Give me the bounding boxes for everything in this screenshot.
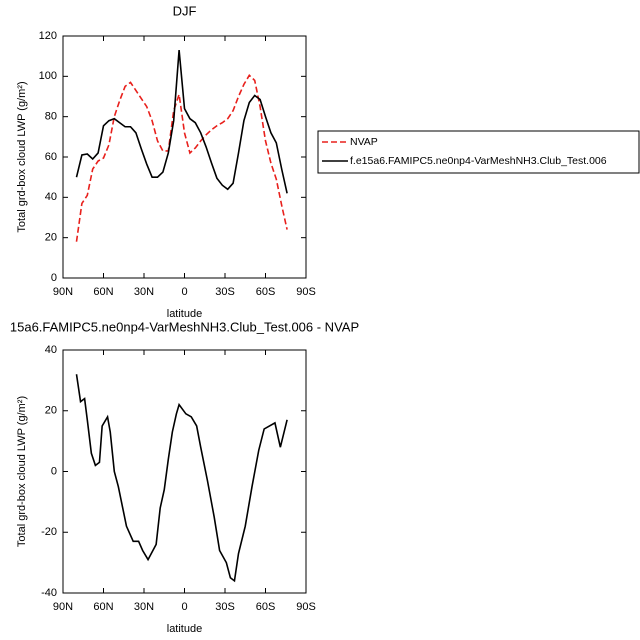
x-tick-label: 60S [256, 286, 276, 298]
y-tick-label: -40 [41, 587, 57, 599]
y-axis-label: Total grd-box cloud LWP (g/m²) [16, 81, 28, 232]
x-tick-label: 30S [215, 286, 235, 298]
x-tick-label: 60N [93, 286, 113, 298]
x-tick-label: 30N [134, 601, 154, 613]
y-tick-label: 120 [39, 30, 57, 42]
y-tick-label: 20 [45, 232, 57, 244]
x-tick-label: 30N [134, 286, 154, 298]
data-line [75, 74, 288, 242]
chart-title: DJF [173, 3, 197, 18]
chart-title: 15a6.FAMIPC5.ne0np4-VarMeshNH3.Club_Test… [10, 319, 359, 334]
y-tick-label: 20 [45, 405, 57, 417]
x-tick-label: 90S [296, 601, 316, 613]
plot-frame [62, 35, 307, 279]
y-tick-label: 100 [39, 70, 57, 82]
x-tick-label: 60N [93, 601, 113, 613]
y-axis-label: Total grd-box cloud LWP (g/m²) [16, 396, 28, 547]
x-tick-label: 90S [296, 286, 316, 298]
y-tick-label: -20 [41, 526, 57, 538]
x-tick-label: 0 [181, 601, 187, 613]
x-tick-label: 0 [181, 286, 187, 298]
x-axis-label: latitude [167, 623, 202, 635]
y-tick-label: 60 [45, 151, 57, 163]
x-tick-label: 30S [215, 601, 235, 613]
plot-frame [62, 349, 307, 594]
x-tick-label: 90N [53, 286, 73, 298]
y-tick-label: 40 [45, 344, 57, 356]
legend-label: f.e15a6.FAMIPC5.ne0np4-VarMeshNH3.Club_T… [350, 155, 607, 167]
x-tick-label: 90N [53, 601, 73, 613]
legend-box [317, 130, 640, 174]
x-tick-label: 60S [256, 601, 276, 613]
y-tick-label: 80 [45, 111, 57, 123]
data-line [75, 374, 288, 583]
y-tick-label: 0 [51, 272, 57, 284]
y-tick-label: 0 [51, 465, 57, 477]
y-tick-label: 40 [45, 191, 57, 203]
x-axis-label: latitude [167, 308, 202, 320]
legend-label: NVAP [350, 136, 378, 148]
data-line [75, 50, 288, 194]
